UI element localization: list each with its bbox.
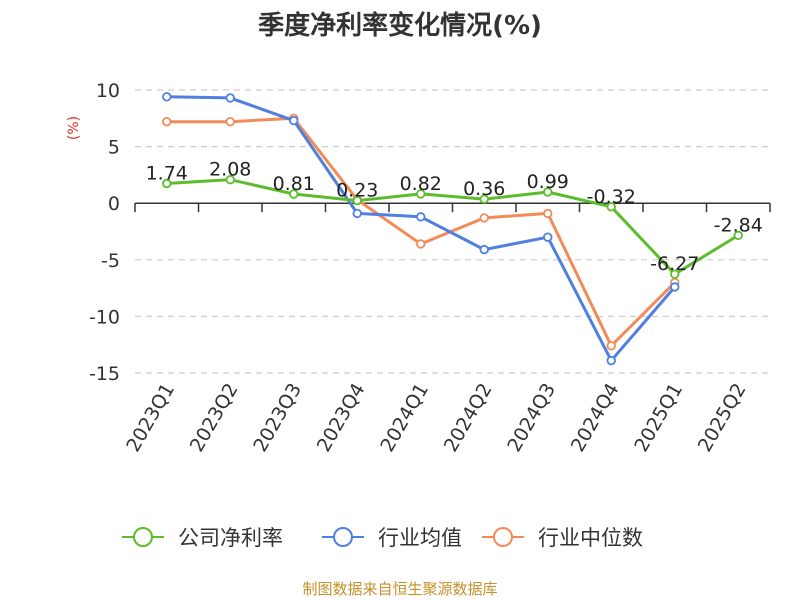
series-line [166,178,740,276]
y-tick-label: 5 [108,137,120,159]
x-tick-label: 2023Q1 [122,380,179,456]
source-note: 制图数据来自恒生聚源数据库 [302,580,497,598]
data-label: 0.36 [463,178,505,200]
x-tick-label: 2024Q3 [503,380,560,456]
data-label: 0.82 [400,173,442,195]
y-tick-label: -5 [101,250,120,272]
data-point[interactable] [416,189,426,199]
x-tick-label: 2025Q1 [630,380,687,456]
data-point[interactable] [352,195,362,206]
data-point[interactable] [606,202,616,212]
data-point[interactable] [352,208,362,219]
data-point[interactable] [416,212,426,222]
y-tick-label: -10 [89,306,120,328]
y-tick-label: -15 [89,363,120,385]
legend-label: 行业均值 [378,526,462,550]
data-point[interactable] [670,282,680,292]
x-tick-label: 2023Q4 [313,380,370,456]
data-label: 0.81 [273,173,315,195]
x-axis-ticks: 2023Q1 2023Q2 2023Q3 2023Q4 2024Q1 2024Q2 2024… [122,380,750,456]
x-tick-label: 2025Q2 [694,380,751,456]
data-point[interactable] [479,244,489,255]
data-point[interactable] [162,92,172,102]
data-point[interactable] [225,116,235,127]
series-layer [162,92,743,366]
data-point[interactable] [416,239,426,249]
x-tick-label: 2024Q4 [567,380,624,456]
data-point[interactable] [289,115,299,126]
series-line [166,116,676,348]
data-point[interactable] [225,93,235,103]
legend-marker [493,527,513,547]
y-tick-label: 0 [108,193,120,215]
x-tick-label: 2023Q3 [249,380,306,456]
data-label: -0.32 [587,186,636,208]
legend-item[interactable]: 公司净利率 [122,526,283,550]
legend-marker [133,527,153,547]
data-point[interactable] [479,213,489,223]
grid-lines [135,89,770,374]
legend-label: 公司净利率 [178,526,283,550]
data-point[interactable] [543,232,553,242]
data-point[interactable] [606,341,616,351]
data-point[interactable] [479,194,489,204]
data-label: -6.27 [650,253,699,275]
legend-label: 行业中位数 [538,526,643,550]
chart-title: 季度净利率变化情况(%) [258,10,542,41]
data-label: 0.99 [527,171,569,193]
data-label: 2.08 [209,159,251,181]
legend-item[interactable]: 行业均值 [322,526,462,550]
x-tick-label: 2023Q2 [186,380,243,456]
legend[interactable]: 公司净利率 行业均值 行业中位数 [122,526,643,550]
data-label: 1.74 [146,163,188,185]
x-axis [134,202,771,213]
data-point[interactable] [733,230,743,241]
data-point[interactable] [162,178,172,189]
data-point[interactable] [162,116,172,127]
legend-item[interactable]: 行业中位数 [482,526,643,550]
data-label: 0.23 [336,180,378,202]
y-axis-ticks: 10 5 0 -5 -10 -15 [89,80,120,385]
data-point[interactable] [543,208,553,219]
x-tick-label: 2024Q2 [440,380,497,456]
data-point[interactable] [606,355,616,366]
data-point[interactable] [225,174,235,185]
data-labels: 1.74 2.08 0.81 0.23 0.82 0.36 0.99 -0.32 -6.27 -2… [146,159,763,276]
x-tick-label: 2024Q1 [376,380,433,456]
data-point[interactable] [289,189,299,199]
data-point[interactable] [670,269,680,279]
y-axis-label: (%) [66,116,82,140]
legend-marker [333,527,353,547]
data-label: -2.84 [714,214,763,236]
y-tick-label: 10 [96,80,120,102]
data-point[interactable] [543,187,553,197]
